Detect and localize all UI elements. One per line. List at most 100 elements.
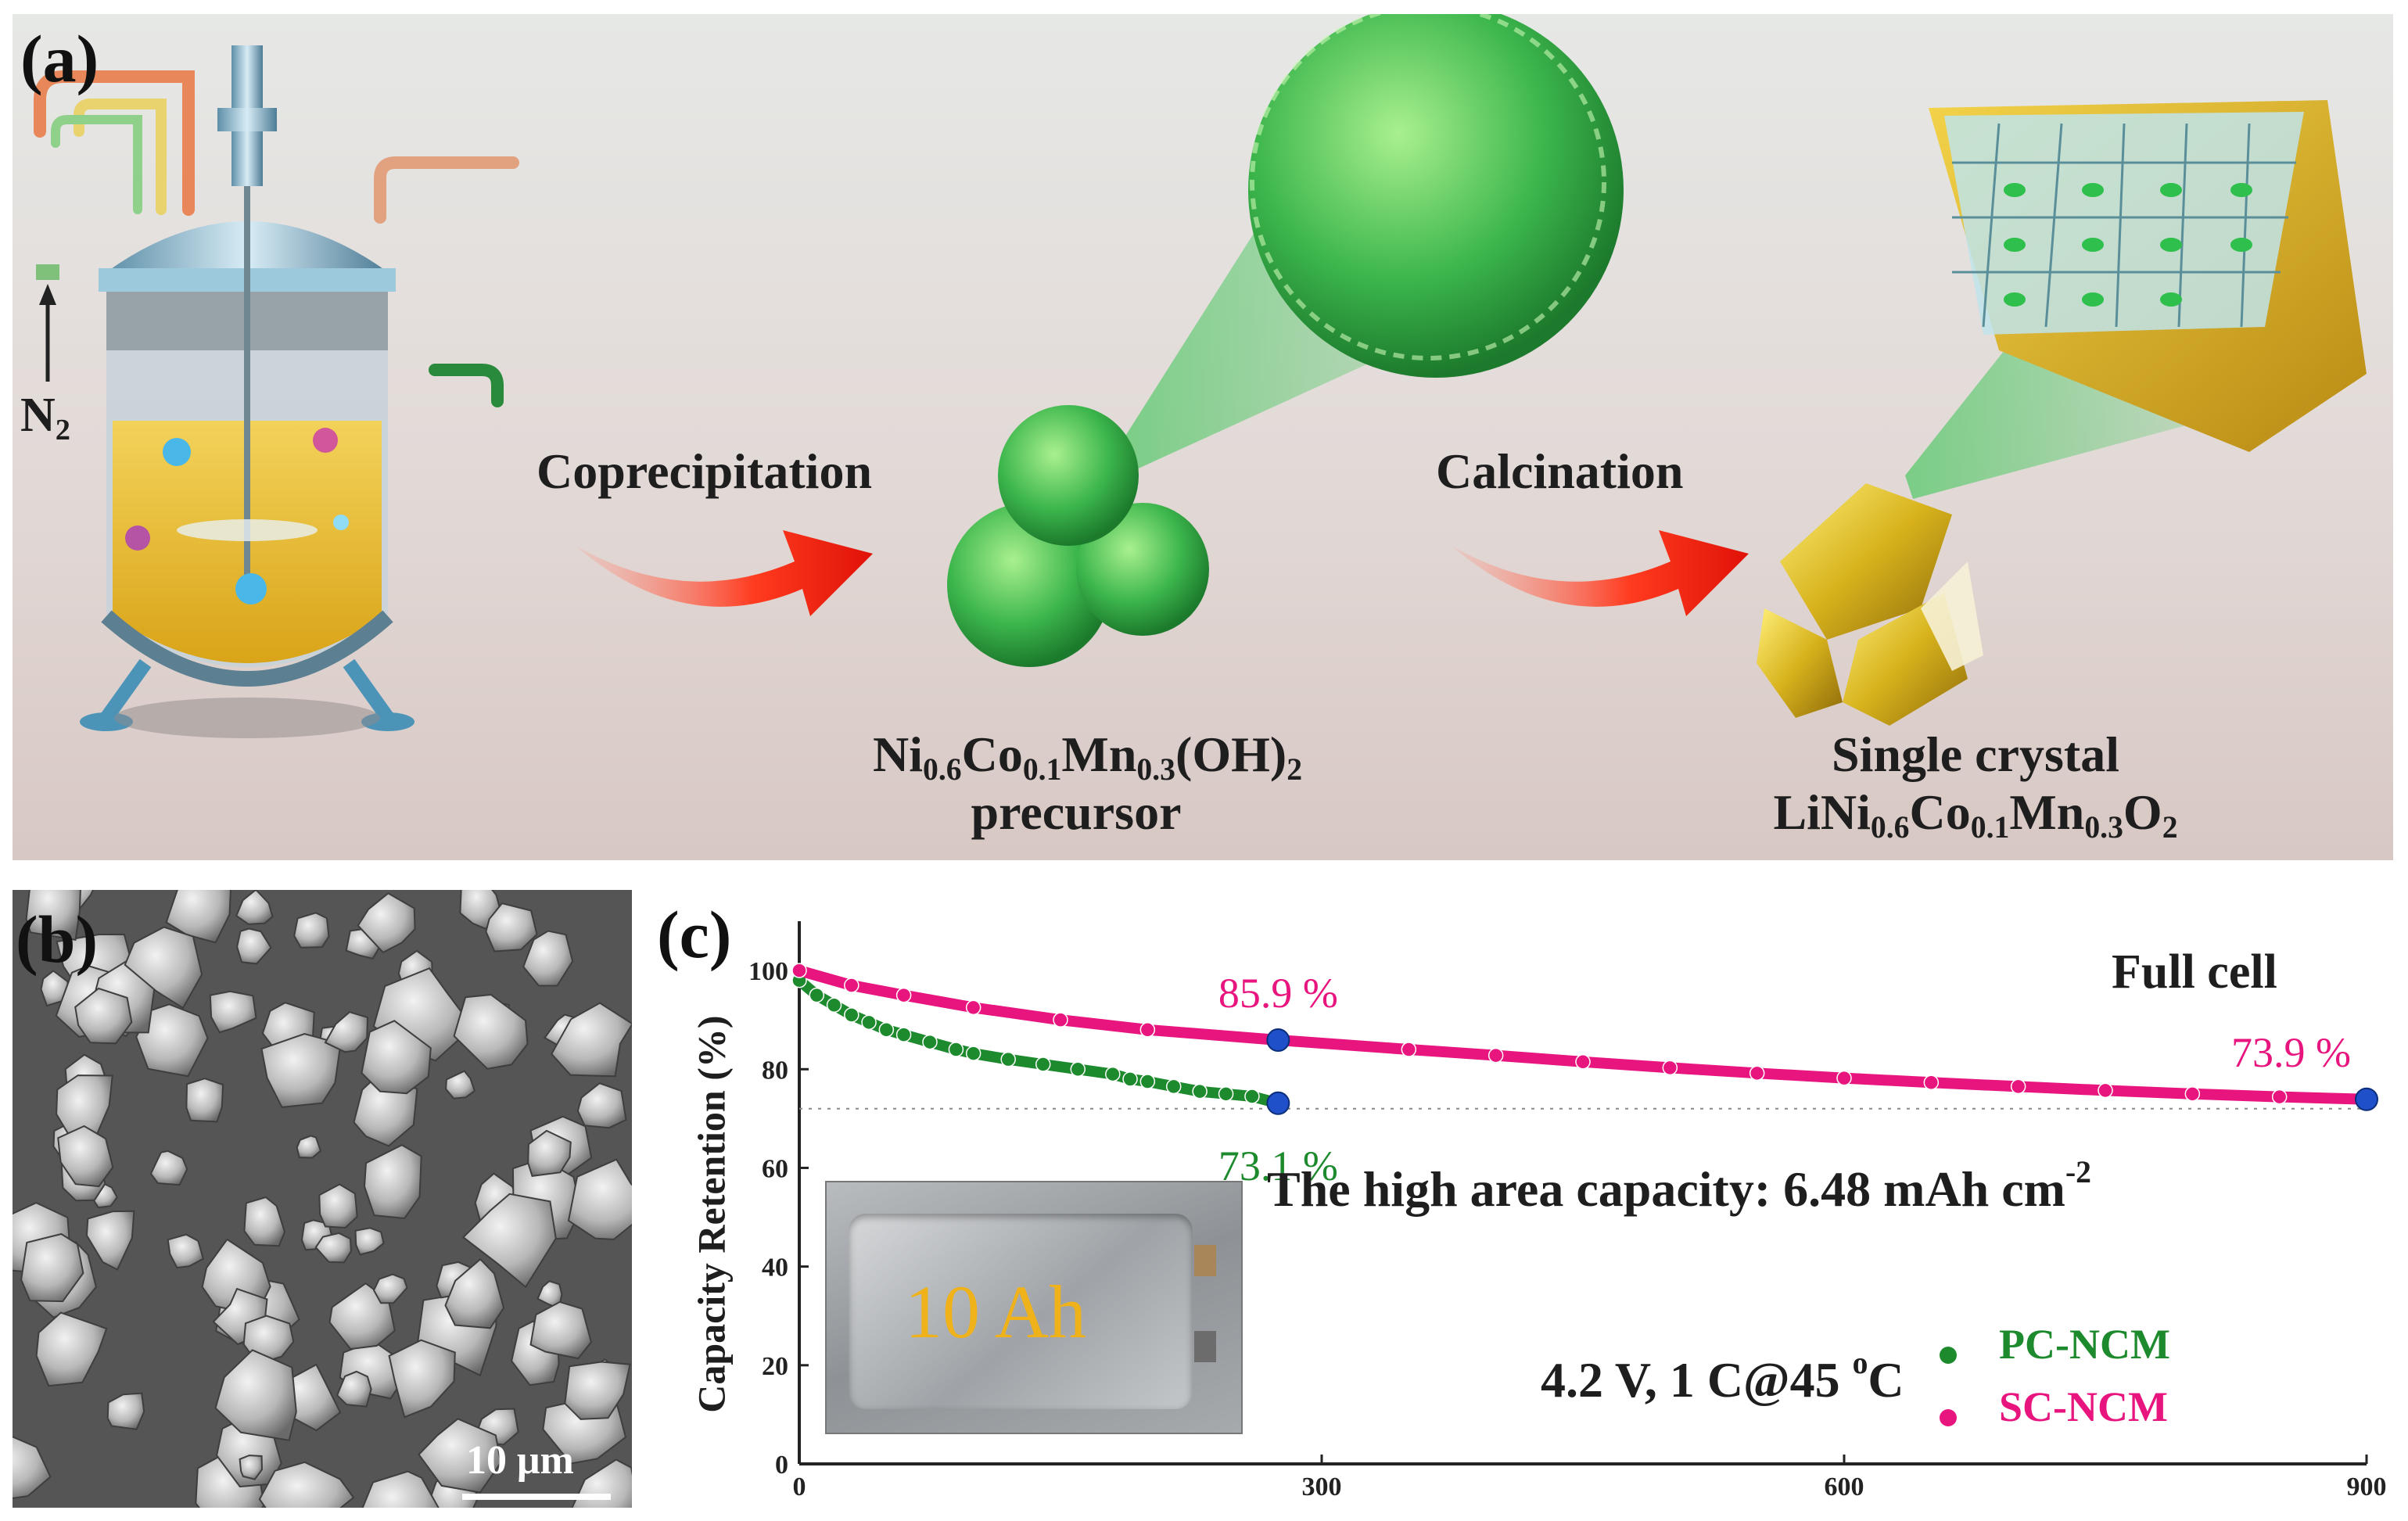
data-point-pc-ncm xyxy=(1218,1086,1234,1102)
panel-a-label: (a) xyxy=(20,21,99,96)
data-point-pc-ncm xyxy=(948,1042,964,1057)
sem-particle xyxy=(564,1361,631,1420)
data-point-pc-ncm xyxy=(809,987,825,1003)
precursor-word: precursor xyxy=(971,784,1182,840)
scale-bar-label: 10 μm xyxy=(466,1438,574,1483)
sem-particle xyxy=(372,1273,408,1304)
sem-particle xyxy=(185,1078,224,1123)
retention-annotation-label: 73.9 % xyxy=(2231,1029,2351,1076)
y-tick-label: 100 xyxy=(748,957,788,986)
panel-a-synthesis-schematic: (a) N2 Coprecipitation Calcination Ni0.6… xyxy=(13,14,2393,860)
sem-particle xyxy=(296,1135,322,1159)
sem-particle xyxy=(461,1193,557,1289)
sem-particle xyxy=(567,1158,632,1240)
area-capacity-text: The high area capacity: 6.48 mAh cm-2 xyxy=(1267,1155,2092,1217)
series-line-pc-ncm xyxy=(794,974,1284,1109)
precursor-particles xyxy=(947,14,1624,667)
sem-particle xyxy=(576,1082,627,1129)
legend-item-sc-ncm: SC-NCM xyxy=(1940,1383,2168,1431)
sem-particle xyxy=(314,1232,353,1264)
data-point-sc-ncm xyxy=(895,987,912,1003)
sem-particle xyxy=(444,1257,505,1329)
panel-b-label: (b) xyxy=(16,902,99,977)
sem-particle xyxy=(106,1392,145,1430)
product-formula: LiNi0.6Co0.1Mn0.3O2 xyxy=(1773,784,2178,845)
y-tick-label: 80 xyxy=(762,1056,788,1085)
sem-particle xyxy=(74,987,133,1045)
coprecipitation-label: Coprecipitation xyxy=(537,443,873,499)
legend-label-pc-ncm: PC-NCM xyxy=(1999,1321,2170,1368)
data-point-sc-ncm xyxy=(1575,1054,1591,1070)
legend-marker-sc-ncm xyxy=(1940,1409,1957,1427)
legend-item-pc-ncm: PC-NCM xyxy=(1940,1320,2170,1369)
data-point-pc-ncm xyxy=(844,1007,859,1023)
pouch-cell-tab-bottom xyxy=(1194,1331,1216,1362)
highlight-marker xyxy=(2355,1087,2378,1111)
panel-b-sem-image: (b) 10 μm xyxy=(13,890,632,1508)
sem-particle xyxy=(485,902,538,952)
chart-title: Full cell xyxy=(2112,945,2277,999)
data-point-pc-ncm xyxy=(1192,1083,1208,1099)
highlight-marker xyxy=(1266,1091,1290,1115)
chart-ylabel: Capacity Retention (%) xyxy=(689,1015,734,1413)
data-point-pc-ncm xyxy=(1035,1056,1051,1072)
calcination-arrow xyxy=(1452,530,1749,616)
sem-particle xyxy=(20,1232,84,1303)
data-point-sc-ncm xyxy=(2271,1089,2288,1105)
sem-particle xyxy=(453,993,529,1070)
sem-particle xyxy=(418,1418,502,1494)
panel-c-label: (c) xyxy=(657,897,732,972)
legend-marker-pc-ncm xyxy=(1940,1347,1957,1365)
sem-particle xyxy=(35,1311,108,1387)
product-line1: Single crystal xyxy=(1832,726,2119,782)
data-point-sc-ncm xyxy=(1836,1070,1852,1086)
sem-particle xyxy=(57,1125,114,1188)
y-tick-label: 40 xyxy=(762,1254,788,1282)
data-point-pc-ncm xyxy=(1165,1078,1182,1095)
coprecipitation-arrow xyxy=(576,530,873,616)
sem-particle xyxy=(363,1144,422,1220)
x-tick-label: 0 xyxy=(793,1473,806,1501)
inset-capacity-label: 10 Ah xyxy=(905,1270,1087,1354)
pouch-cell-tab-top xyxy=(1194,1245,1216,1276)
data-point-sc-ncm xyxy=(1488,1047,1504,1064)
synthesis-illustration xyxy=(34,14,2367,738)
y-tick-label: 0 xyxy=(775,1451,788,1480)
sem-particle xyxy=(243,1196,286,1247)
data-point-sc-ncm xyxy=(844,978,859,993)
sem-particle xyxy=(214,1349,297,1441)
data-point-pc-ncm xyxy=(1122,1071,1138,1087)
data-point-sc-ncm xyxy=(2098,1082,2113,1099)
sem-particle xyxy=(529,1300,592,1360)
n2-label: N2 xyxy=(20,389,70,447)
sem-particle xyxy=(324,1011,369,1053)
sem-particle xyxy=(167,1233,205,1269)
data-point-sc-ncm xyxy=(1749,1065,1765,1082)
sem-particle xyxy=(85,1210,135,1271)
sem-particle xyxy=(293,912,330,949)
sem-particle xyxy=(336,1370,372,1408)
chart-axes: 0 300 600 900 0 20 40 60 80 100 xyxy=(748,921,2387,1501)
data-point-pc-ncm xyxy=(895,1027,912,1042)
data-point-pc-ncm xyxy=(1244,1089,1260,1104)
single-crystal-particles xyxy=(1757,100,2367,726)
data-point-sc-ncm xyxy=(1053,1012,1068,1028)
data-point-pc-ncm xyxy=(826,997,842,1013)
n2-inlet-arrow xyxy=(36,264,59,382)
pouch-cell-body xyxy=(849,1214,1193,1409)
data-point-sc-ncm xyxy=(965,999,982,1016)
sem-particle xyxy=(527,1129,572,1178)
sem-particle xyxy=(361,1470,440,1508)
data-point-sc-ncm xyxy=(791,963,807,978)
data-point-sc-ncm xyxy=(1662,1060,1678,1076)
sem-particle xyxy=(388,1339,456,1419)
reactor-pipes xyxy=(34,70,519,407)
sem-particle xyxy=(445,1070,476,1099)
sem-particle xyxy=(149,1150,188,1186)
x-tick-label: 900 xyxy=(2347,1473,2387,1501)
test-condition-text: 4.2 V, 1 C@45 oC xyxy=(1541,1346,1904,1408)
data-point-pc-ncm xyxy=(1070,1061,1086,1078)
highlight-marker xyxy=(1266,1028,1290,1053)
sem-particle xyxy=(25,890,81,942)
